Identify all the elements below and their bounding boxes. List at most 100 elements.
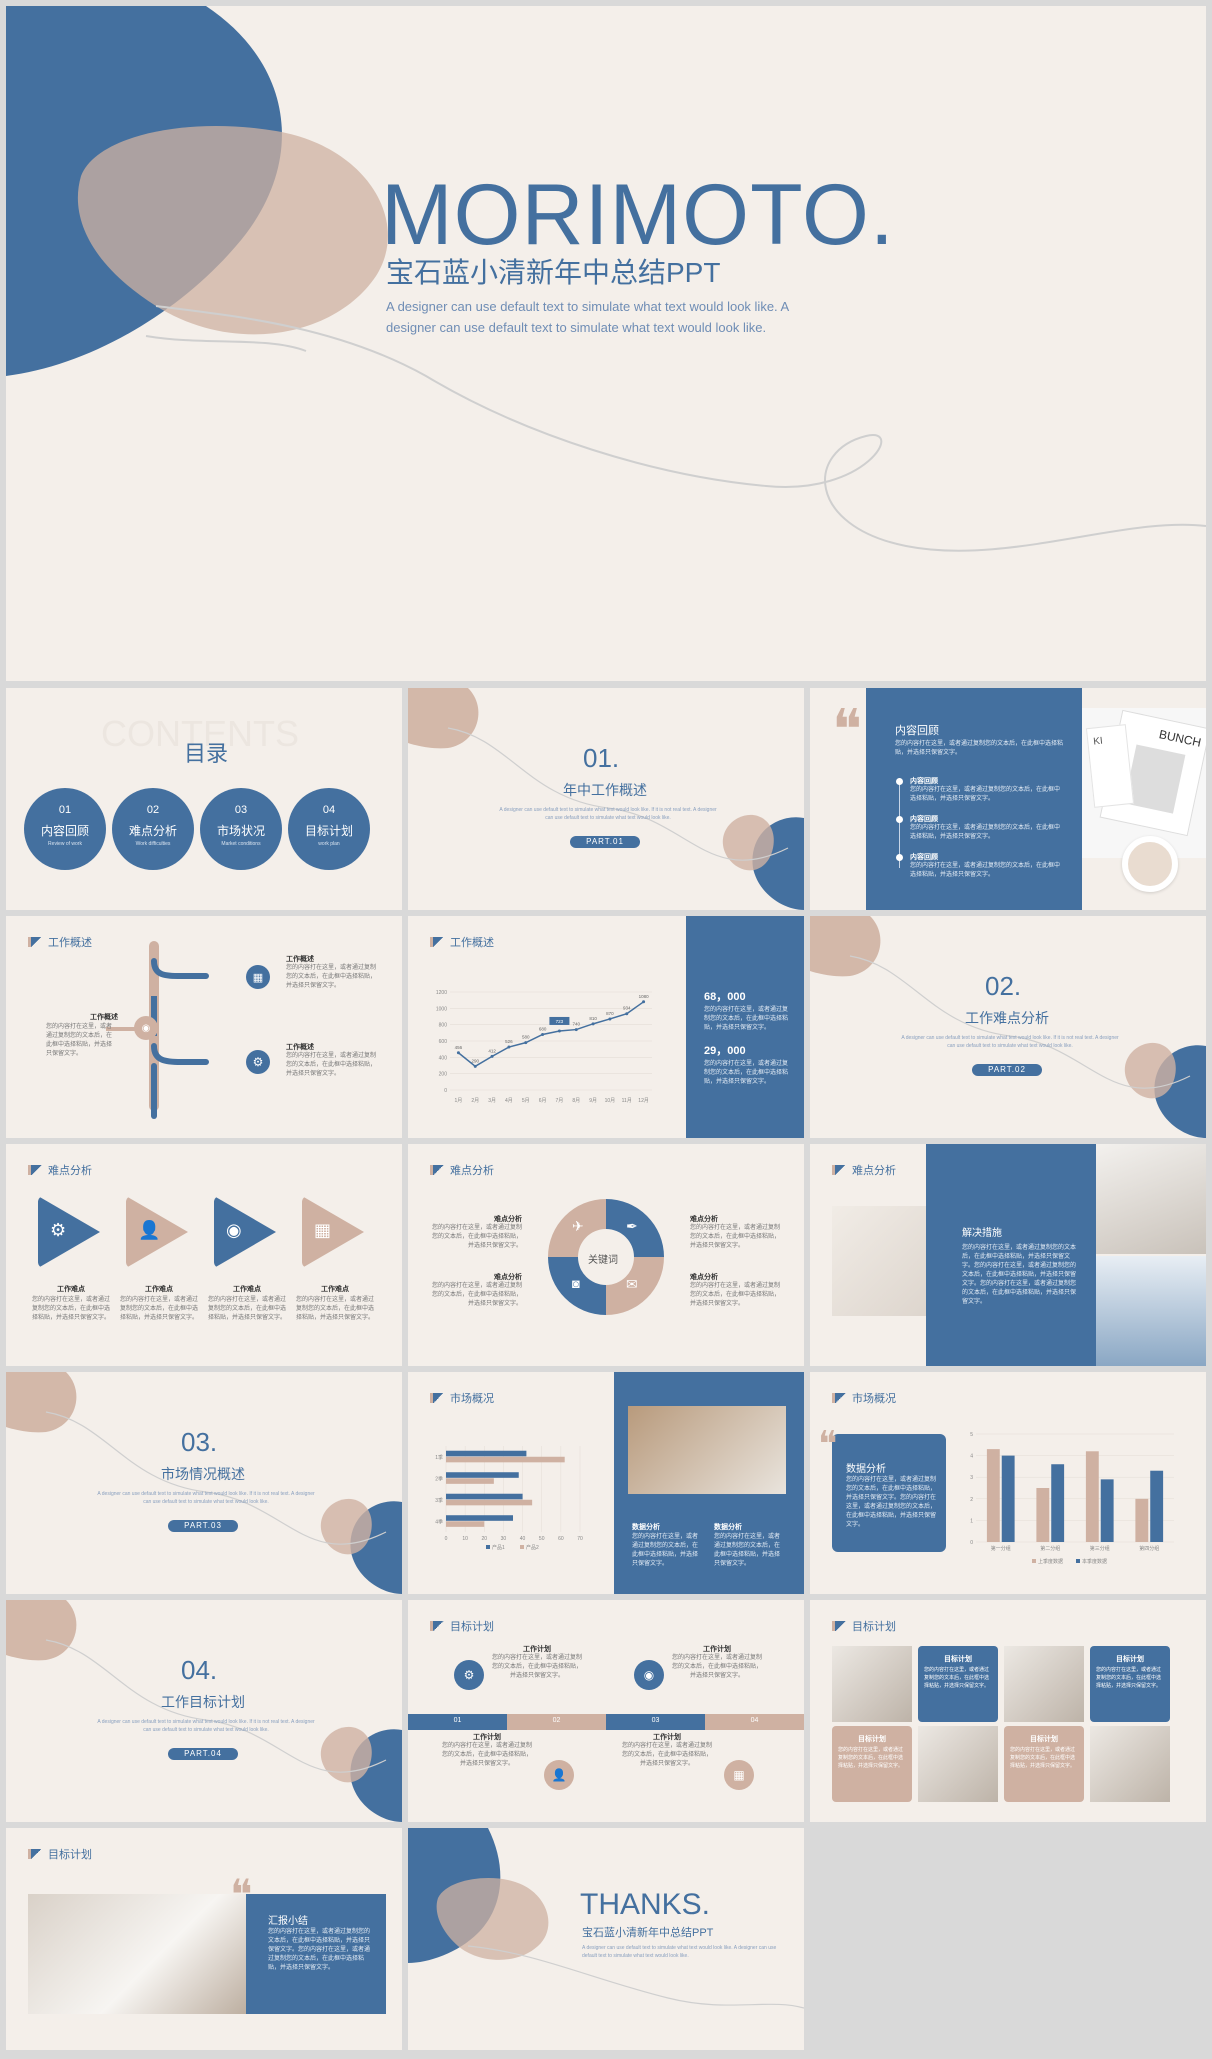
market-a-body: 您的内容打在这里，或者通过复制您的文本后，在此框中选择粘贴，并选择只保留文字。: [632, 1534, 699, 1567]
team-photo: [832, 1206, 940, 1316]
plan2-card: [832, 1726, 912, 1802]
x-tick-label: 5月: [522, 1098, 530, 1104]
section1-part-button[interactable]: PART.01: [570, 836, 640, 848]
highlight-label-bg: [549, 1016, 570, 1025]
bar: [446, 1515, 513, 1521]
section3-part-button[interactable]: PART.03: [168, 1520, 238, 1532]
section3-desc: A designer can use default text to simul…: [97, 1491, 315, 1505]
plan2-card: [918, 1646, 998, 1722]
data-point: [473, 1064, 477, 1068]
market-slide: 市场概况 0 10 20 30 40 50 60 70 1季 2季 3季 4季 产品1 产品2 数据分析 …: [408, 1372, 804, 1594]
header-label: 难点分析: [48, 1165, 92, 1177]
section4-title: 工作目标计划: [161, 1694, 245, 1710]
section4-desc: A designer can use default text to simul…: [97, 1719, 315, 1733]
timeline-dot: [896, 778, 903, 785]
plan-step-label: 04: [750, 1717, 759, 1724]
overview-item-title: 工作概述: [286, 956, 314, 963]
section4-slide: 04. 工作目标计划 A designer can use default te…: [6, 1600, 402, 1822]
bar: [446, 1478, 494, 1484]
contents-number: 03: [234, 804, 248, 816]
data-point: [642, 1000, 646, 1004]
x-tick-label: 12月: [638, 1098, 649, 1104]
thanks-subtitle: 宝石蓝小清新年中总结PPT: [582, 1927, 714, 1939]
x-tick-label: 0: [445, 1536, 448, 1542]
pen-icon: ✒: [626, 1218, 638, 1234]
overview-item-title: 工作概述: [286, 1044, 314, 1051]
summary-body: 您的内容打在这里，或者通过复制您的文本后，在此框中选择粘贴，并选择只保留文字。您…: [268, 1929, 371, 1971]
section2-part-button[interactable]: PART.02: [972, 1064, 1042, 1076]
plan-step: [606, 1714, 705, 1730]
plan-item-title: 工作计划: [703, 1646, 731, 1653]
plan-step: [705, 1714, 804, 1730]
header-logo-icon: [28, 1165, 42, 1175]
legend-swatch: [1076, 1559, 1080, 1563]
grid-icon: ▦: [314, 1220, 332, 1240]
contents-circle-3[interactable]: [200, 788, 282, 870]
bar: [1150, 1470, 1164, 1542]
contents-circle-2[interactable]: [112, 788, 194, 870]
review-item-body: 您的内容打在这里，或者通过复制您的文本后，在此框中选择粘贴，并选择只保留文字。: [910, 863, 1061, 878]
coffee-cup: [1122, 836, 1178, 892]
plan2-slide: 目标计划 目标计划 您的内容打在这里，或者通过复制您的文本后，在此框中选择粘贴，并…: [810, 1600, 1206, 1822]
keyword-body: 您的内容打在这里，或者通过复制您的文本后，在此框中选择粘贴，并选择只保留文字。: [431, 1283, 522, 1307]
review-item-title: 内容回顾: [910, 778, 938, 785]
section4-part-button[interactable]: PART.04: [168, 1748, 238, 1760]
difficulty-body: 您的内容打在这里，或者通过复制您的文本后，在此框中选择粘贴，并选择只保留文字。: [120, 1297, 199, 1321]
review-item-title: 内容回顾: [910, 854, 938, 861]
y-tick-label: 3: [970, 1475, 973, 1481]
gear-icon: ⚙: [246, 1050, 270, 1074]
market2-title: 数据分析: [846, 1464, 886, 1475]
market-a-title: 数据分析: [632, 1524, 660, 1531]
plan-step: [408, 1714, 507, 1730]
bar: [446, 1450, 527, 1457]
market-b-body: 您的内容打在这里，或者通过复制您的文本后，在此框中选择粘贴，并选择只保留文字。: [714, 1534, 781, 1567]
contents-ghost-text: CONTENTS: [101, 713, 299, 754]
legend-swatch: [486, 1545, 490, 1549]
tablet-photo: [1096, 1144, 1206, 1254]
x-tick-label: 70: [577, 1536, 583, 1542]
timeline-dot: [896, 854, 903, 861]
review-item-title: 内容回顾: [910, 816, 938, 823]
solution-slide: 难点分析 解决措施 您的内容打在这里，或者通过复制您的文本后，在此框中选择粘贴，…: [810, 1144, 1206, 1366]
plan2-card-title: 目标计划: [858, 1736, 886, 1743]
x-tick-label: 第三分组: [1090, 1545, 1110, 1552]
data-label: 740: [572, 1022, 580, 1027]
section3-title: 市场情况概述: [161, 1466, 245, 1482]
plan-step-label: 01: [453, 1717, 462, 1724]
x-tick-label: 第四分组: [1139, 1545, 1159, 1552]
bar: [1100, 1479, 1114, 1542]
y-tick-label: 0: [970, 1540, 973, 1546]
x-tick-label: 60: [558, 1536, 564, 1542]
bar: [446, 1521, 485, 1527]
contents-sub: Review of work: [48, 841, 82, 847]
contents-label: 内容回顾: [40, 824, 89, 838]
y-tick-label: 4季: [435, 1518, 443, 1525]
contents-circle-4[interactable]: [288, 788, 370, 870]
analysis-photo: [628, 1406, 786, 1494]
mail-icon: ✉: [626, 1276, 638, 1292]
overview-item-body: 您的内容打在这里，或者通过复制您的文本后，在此框中选择粘贴，并选择只保留文字。: [286, 965, 377, 989]
header-label: 目标计划: [48, 1849, 92, 1861]
legend-label: 上季度数据: [1038, 1558, 1063, 1565]
book-text-2: KI: [1092, 735, 1104, 748]
y-tick-label: 1: [970, 1518, 973, 1524]
work-overview-slide: 工作概述 ▦ ⚙ ◉ 工作概述 您的内容打在这里，或者通过复制您的文本后，在此框…: [6, 916, 402, 1138]
plan-header: 目标计划: [430, 1618, 494, 1634]
section2-slide: 02. 工作难点分析 A designer can use default te…: [810, 916, 1206, 1138]
header-logo-icon: [832, 1621, 846, 1631]
contents-circle-1[interactable]: [24, 788, 106, 870]
hero-subtitle: 宝石蓝小清新年中总结PPT: [386, 257, 721, 288]
x-tick-label: 4月: [505, 1098, 513, 1104]
x-tick-label: 9月: [589, 1098, 597, 1104]
review-item-body: 您的内容打在这里，或者通过复制您的文本后，在此框中选择粘贴，并选择只保留文字。: [910, 787, 1061, 802]
plan-item-body: 您的内容打在这里，或者通过复制您的文本后，在此框中选择粘贴，并选择只保留文字。: [671, 1655, 762, 1679]
data-label: 810: [589, 1016, 597, 1021]
solution-panel: [926, 1144, 1096, 1366]
header-logo-icon: [832, 1165, 846, 1175]
x-tick-label: 7月: [556, 1098, 564, 1104]
section2-desc: A designer can use default text to simul…: [901, 1035, 1119, 1049]
play-shape: [302, 1196, 364, 1268]
x-tick-label: 3月: [488, 1098, 496, 1104]
